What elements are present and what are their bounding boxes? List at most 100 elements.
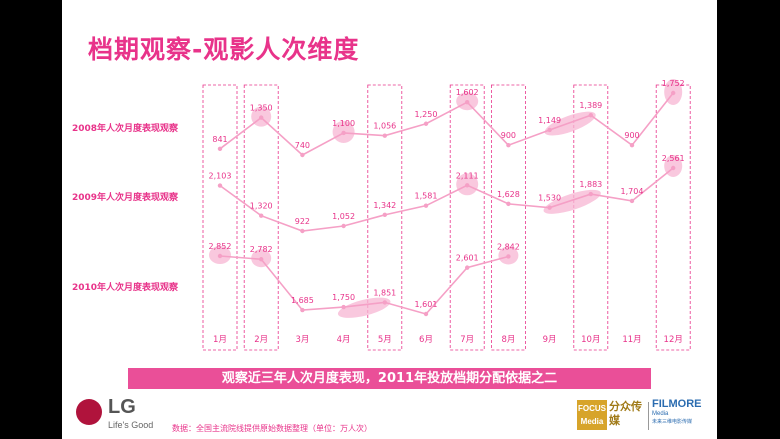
data-label-s1-4: 1,100 (332, 119, 355, 128)
x-tick-label-11: 11月 (622, 335, 641, 345)
line-chart: 841 1,350 740 1,100 1,056 1,250 1,602 900 1,149 1… (72, 79, 691, 351)
data-source-note: 数据：全国主流院线提供原始数据整理（单位：万人次） (172, 424, 372, 433)
data-point-s1-3 (300, 152, 305, 158)
data-label-s1-5: 1,056 (373, 122, 396, 131)
series-label-2: 2009年人次月度表现观察 (72, 191, 179, 203)
x-tick-label-2: 2月 (254, 335, 268, 345)
x-tick-label-12: 12月 (664, 335, 683, 345)
data-point-s2-7 (465, 183, 470, 188)
data-label-s1-10: 1,389 (579, 101, 602, 110)
data-label-s2-6: 1,581 (415, 192, 438, 201)
x-tick-label-10: 10月 (581, 335, 600, 345)
lg-logo: LG Life's Good (76, 396, 166, 434)
data-label-s2-9: 1,530 (538, 194, 561, 203)
data-label-s3-2: 2,782 (250, 245, 273, 254)
data-label-s1-9: 1,149 (538, 116, 561, 125)
x-tick-label-1: 1月 (213, 335, 227, 345)
data-label-s3-1: 2,852 (209, 242, 232, 251)
lg-logo-tagline: Life's Good (108, 420, 154, 430)
data-label-s2-3: 922 (295, 217, 310, 226)
data-point-s3-7 (465, 265, 470, 270)
highlight-frame-5 (367, 84, 403, 351)
data-point-s1-6 (423, 121, 429, 126)
x-tick-label-5: 5月 (378, 335, 392, 345)
data-point-s2-1 (217, 183, 223, 188)
filmore-logo-sub: Media (652, 411, 669, 417)
highlight-frame-8 (490, 84, 526, 351)
data-point-s1-5 (382, 133, 387, 138)
data-label-s2-2: 1,320 (250, 202, 273, 211)
x-tick-label-6: 6月 (419, 335, 433, 345)
data-label-s3-7: 2,601 (456, 254, 479, 263)
data-label-s2-11: 1,704 (621, 187, 644, 196)
data-label-s3-4: 1,750 (332, 293, 355, 302)
data-label-s1-8: 900 (501, 131, 516, 140)
data-point-s2-4 (341, 223, 346, 229)
x-tick-label-4: 4月 (337, 335, 351, 345)
data-label-s2-4: 1,052 (332, 212, 355, 221)
focus-media-line1: FOCUS (578, 404, 606, 413)
data-label-s1-6: 1,250 (415, 110, 438, 119)
highlight-frame-7 (449, 84, 485, 351)
data-point-s3-3 (300, 307, 305, 313)
data-point-s3-8 (506, 254, 511, 259)
summary-banner: 观察近三年人次月度表现，2011年投放档期分配依据之二 (128, 368, 651, 389)
filmore-logo-name: FILMORE (652, 398, 702, 410)
focus-media-line2: Media (580, 417, 604, 426)
highlight-frame-1 (202, 84, 238, 351)
highlight-frame-12 (655, 84, 691, 351)
slide: 档期观察-观影人次维度 841 1,350 740 1,100 1,056 1,250 1,… (62, 0, 717, 439)
data-point-s1-9 (547, 127, 552, 133)
x-tick-label-3: 3月 (295, 335, 309, 345)
data-point-s1-2 (259, 115, 264, 120)
x-tick-label-9: 9月 (543, 335, 557, 345)
data-label-s3-3: 1,685 (291, 296, 314, 305)
data-point-s2-9 (547, 205, 552, 210)
series-line-3 (219, 255, 509, 315)
series-label-1: 2008年人次月度表现观察 (72, 122, 179, 134)
data-label-s1-3: 740 (295, 141, 310, 150)
focus-media-logo: FOCUS Media 分众传媒 (577, 400, 645, 434)
data-label-s3-6: 1,601 (415, 300, 438, 309)
data-point-s3-4 (341, 304, 346, 310)
data-point-s2-3 (300, 228, 305, 234)
data-point-s2-8 (506, 201, 511, 207)
data-point-s2-10 (588, 191, 593, 197)
data-point-s1-4 (341, 130, 346, 136)
data-label-s1-11: 900 (624, 131, 639, 140)
data-label-s2-5: 1,342 (373, 201, 396, 210)
logo-divider (648, 402, 649, 430)
data-point-s1-8 (506, 142, 511, 148)
data-label-s1-2: 1,350 (250, 104, 273, 113)
filmore-logo-cn: 未来三维电影传媒 (652, 419, 693, 425)
highlight-frame-10 (573, 84, 609, 351)
data-point-s2-11 (629, 198, 635, 204)
page-title: 档期观察-观影人次维度 (88, 35, 360, 64)
filmore-logo: FILMORE Media 未来三维电影传媒 (652, 398, 716, 436)
data-point-s3-1 (217, 253, 223, 259)
data-point-s2-2 (259, 213, 264, 218)
highlight-frame-2 (243, 84, 279, 351)
data-label-s2-1: 2,103 (209, 172, 232, 181)
data-label-s1-7: 1,602 (456, 88, 479, 97)
focus-media-logo-box: FOCUS Media (577, 400, 607, 430)
data-point-s1-12 (671, 90, 676, 96)
focus-media-cn: 分众传媒 (609, 400, 642, 427)
series-line-2 (219, 167, 674, 232)
x-tick-label-8: 8月 (501, 335, 515, 345)
lg-logo-name: LG (108, 396, 136, 418)
x-tick-label-7: 7月 (460, 335, 474, 345)
series-label-3: 2010年人次月度表现观察 (72, 281, 179, 293)
data-point-s2-5 (382, 212, 387, 218)
data-point-s3-5 (382, 300, 387, 305)
data-point-s1-11 (629, 142, 635, 148)
data-label-s2-10: 1,883 (579, 180, 602, 189)
data-label-s2-7: 2,111 (456, 171, 479, 180)
data-point-s1-10 (588, 113, 593, 118)
data-point-s1-7 (465, 99, 470, 105)
data-label-s2-12: 2,561 (662, 154, 685, 163)
data-label-s2-8: 1,628 (497, 190, 520, 199)
data-point-s3-6 (423, 311, 429, 317)
series-line-1 (219, 92, 674, 156)
data-point-s1-1 (217, 146, 223, 152)
